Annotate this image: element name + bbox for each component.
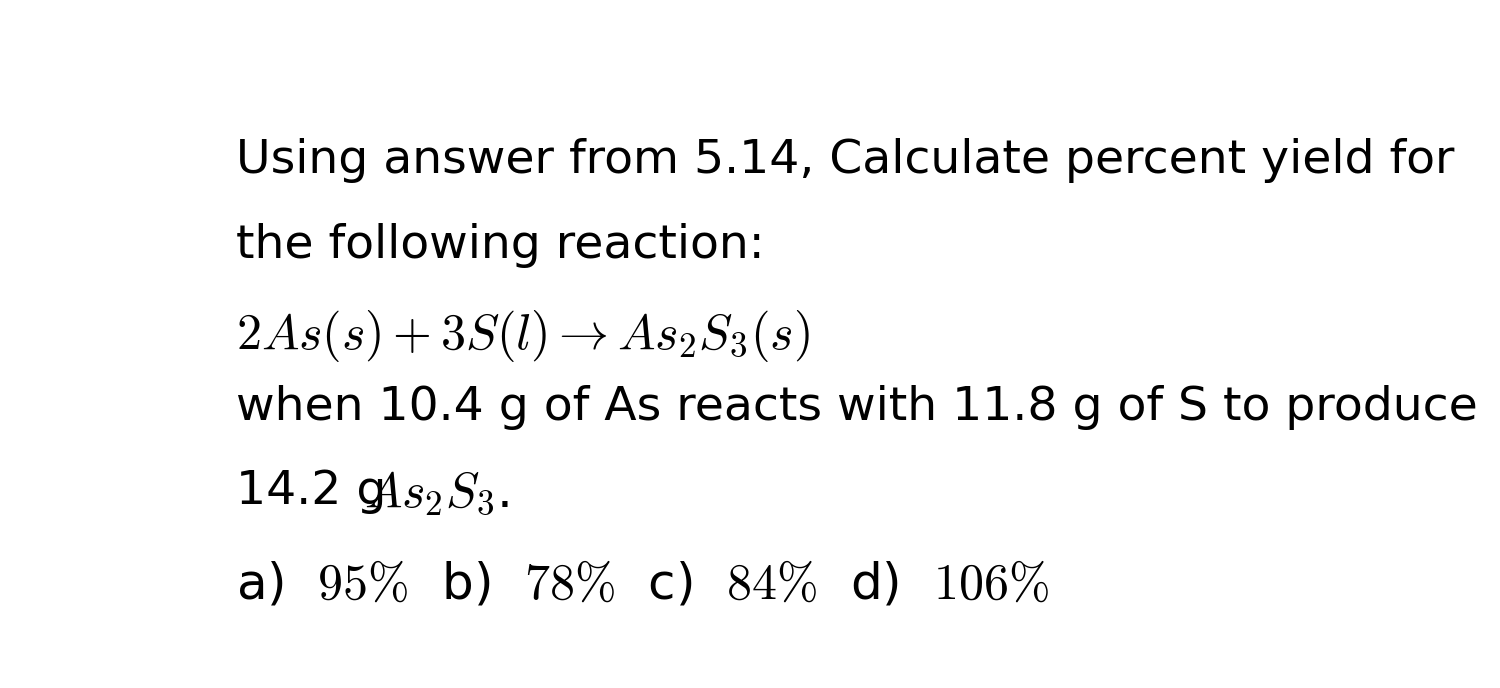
Text: a)  $95\%$  b)  $78\%$  c)  $84\%$  d)  $106\%$: a) $95\%$ b) $78\%$ c) $84\%$ d) $106\%$ [237, 559, 1048, 608]
Text: the following reaction:: the following reaction: [237, 223, 765, 268]
Text: $As_2S_3$.: $As_2S_3$. [364, 469, 510, 517]
Text: $2As(s) + 3S(l) \rightarrow As_2S_3(s)$: $2As(s) + 3S(l) \rightarrow As_2S_3(s)$ [237, 308, 810, 364]
Text: Using answer from 5.14, Calculate percent yield for: Using answer from 5.14, Calculate percen… [237, 138, 1455, 183]
Text: when 10.4 g of As reacts with 11.8 g of S to produce: when 10.4 g of As reacts with 11.8 g of … [237, 385, 1478, 429]
Text: 14.2 g: 14.2 g [237, 469, 402, 515]
